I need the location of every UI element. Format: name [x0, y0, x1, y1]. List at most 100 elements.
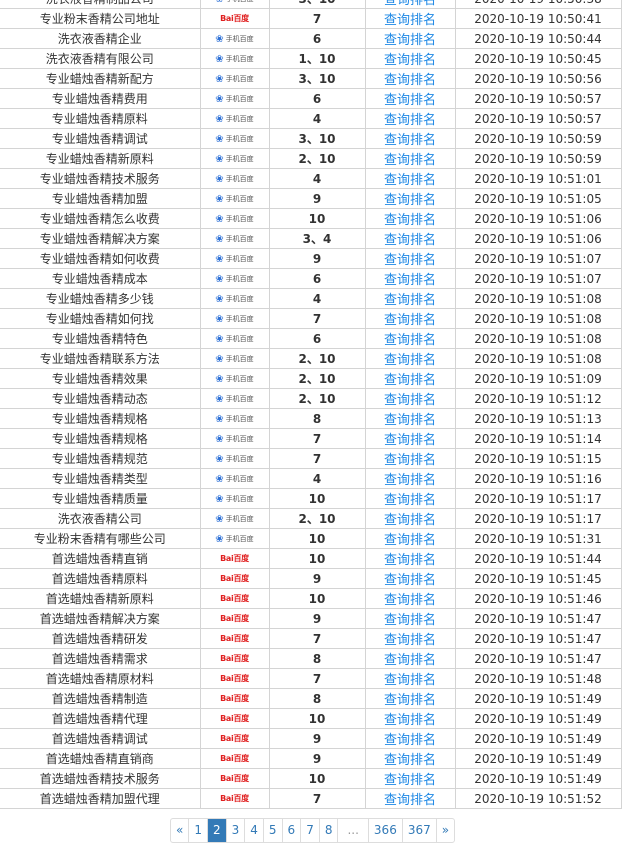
- query-rank-link[interactable]: 查询排名: [383, 593, 436, 608]
- pagination-ellipsis: ...: [337, 819, 367, 842]
- query-rank-link[interactable]: 查询排名: [383, 673, 436, 688]
- query-rank-cell: 查询排名: [364, 688, 456, 709]
- time-cell: 2020-10-19 10:51:13: [454, 408, 622, 429]
- engine-cell: Bai百度: [199, 708, 270, 729]
- table-row: 专业蜡烛香精原料 ❀ 手机百度 4 查询排名 2020-10-19 10:50:57: [0, 108, 622, 129]
- page-button[interactable]: 4: [244, 819, 263, 842]
- page-button[interactable]: 367: [401, 819, 436, 842]
- rank-cell: 6: [268, 28, 366, 49]
- time-cell: 2020-10-19 10:51:17: [454, 488, 622, 509]
- query-rank-link[interactable]: 查询排名: [383, 513, 436, 528]
- paw-icon: ❀: [215, 353, 224, 365]
- time-cell: 2020-10-19 10:51:17: [454, 508, 622, 529]
- paw-icon: ❀: [215, 473, 224, 485]
- page-button[interactable]: 3: [225, 819, 245, 842]
- engine-cell: ❀手机百度: [199, 68, 270, 89]
- mobile-baidu-label: 手机百度: [225, 495, 254, 503]
- query-rank-link[interactable]: 查询排名: [383, 453, 436, 468]
- query-rank-link[interactable]: 查询排名: [383, 693, 436, 708]
- query-rank-link[interactable]: 查询排名: [383, 13, 436, 28]
- query-rank-link[interactable]: 查询排名: [383, 753, 436, 768]
- query-rank-link[interactable]: 查询排名: [383, 633, 436, 648]
- time-cell: 2020-10-19 10:51:14: [454, 428, 622, 449]
- rank-cell: 2、10: [268, 348, 366, 369]
- query-rank-link[interactable]: 查询排名: [383, 233, 436, 248]
- mobile-baidu-logo-icon: ❀手机百度: [215, 534, 253, 545]
- table-row: 洗衣液香精企业 ❀ 手机百度 6 查询排名 2020-10-19 10:50:44: [0, 28, 622, 49]
- baidu-logo-icon: Bai百度: [220, 694, 249, 703]
- query-rank-link[interactable]: 查询排名: [383, 353, 436, 368]
- query-rank-link[interactable]: 查询排名: [383, 33, 436, 48]
- query-rank-link[interactable]: 查询排名: [383, 293, 436, 308]
- query-rank-link[interactable]: 查询排名: [383, 393, 436, 408]
- query-rank-link[interactable]: 查询排名: [383, 273, 436, 288]
- page-button[interactable]: 5: [262, 819, 282, 842]
- engine-cell: Bai百度: [199, 608, 270, 629]
- query-rank-link[interactable]: 查询排名: [383, 113, 436, 128]
- query-rank-cell: 查询排名: [364, 188, 456, 209]
- query-rank-link[interactable]: 查询排名: [383, 413, 436, 428]
- query-rank-link[interactable]: 查询排名: [383, 653, 436, 668]
- query-rank-link[interactable]: 查询排名: [383, 193, 436, 208]
- page-button[interactable]: 366: [367, 819, 402, 842]
- query-rank-cell: 查询排名: [364, 648, 456, 669]
- rank-cell: 7: [268, 668, 366, 689]
- engine-cell: ❀手机百度: [199, 368, 270, 389]
- query-rank-link[interactable]: 查询排名: [383, 333, 436, 348]
- query-rank-link[interactable]: 查询排名: [383, 733, 436, 748]
- table-row: 专业蜡烛香精成本 ❀ 手机百度 6 查询排名 2020-10-19 10:51:07: [0, 268, 622, 289]
- engine-cell: Bai百度: [199, 588, 270, 609]
- query-rank-link[interactable]: 查询排名: [383, 133, 436, 148]
- query-rank-link[interactable]: 查询排名: [383, 73, 436, 88]
- page-button[interactable]: 7: [300, 819, 319, 842]
- query-rank-link[interactable]: 查询排名: [383, 53, 436, 68]
- query-rank-link[interactable]: 查询排名: [383, 713, 436, 728]
- time-cell: 2020-10-19 10:51:08: [454, 308, 622, 329]
- query-rank-link[interactable]: 查询排名: [383, 173, 436, 188]
- next-page-button[interactable]: »: [435, 819, 454, 842]
- engine-cell: Bai百度: [199, 648, 270, 669]
- query-rank-link[interactable]: 查询排名: [383, 473, 436, 488]
- paw-icon: ❀: [215, 493, 224, 505]
- page-button[interactable]: 1: [188, 819, 207, 842]
- query-rank-cell: 查询排名: [364, 288, 456, 309]
- page-button[interactable]: 2: [206, 819, 226, 842]
- rank-cell: 9: [268, 608, 366, 629]
- time-cell: 2020-10-19 10:51:49: [454, 728, 622, 749]
- query-rank-link[interactable]: 查询排名: [383, 553, 436, 568]
- rank-cell: 7: [268, 8, 366, 29]
- query-rank-link[interactable]: 查询排名: [383, 0, 436, 8]
- query-rank-link[interactable]: 查询排名: [383, 793, 436, 808]
- query-rank-link[interactable]: 查询排名: [383, 253, 436, 268]
- page-button[interactable]: 8: [318, 819, 338, 842]
- query-rank-link[interactable]: 查询排名: [383, 773, 436, 788]
- paw-icon: ❀: [215, 73, 224, 85]
- query-rank-cell: 查询排名: [364, 388, 456, 409]
- table-row: 首选蜡烛香精原料 Bai百度 9 查询排名 2020-10-19 10:51:45: [0, 568, 622, 589]
- query-rank-cell: 查询排名: [364, 68, 456, 89]
- query-rank-link[interactable]: 查询排名: [383, 213, 436, 228]
- query-rank-link[interactable]: 查询排名: [383, 573, 436, 588]
- time-cell: 2020-10-19 10:51:48: [454, 668, 622, 689]
- prev-page-button[interactable]: «: [176, 823, 184, 837]
- engine-cell: ❀手机百度: [199, 268, 270, 289]
- query-rank-link[interactable]: 查询排名: [383, 313, 436, 328]
- time-cell: 2020-10-19 10:51:47: [454, 648, 622, 669]
- baidu-logo-icon: Bai百度: [220, 794, 249, 803]
- engine-cell: ❀手机百度: [199, 408, 270, 429]
- query-rank-link[interactable]: 查询排名: [383, 613, 436, 628]
- baidu-logo-icon: Bai百度: [220, 714, 249, 723]
- page-button[interactable]: 6: [281, 819, 301, 842]
- table-row: 专业蜡烛香精加盟 ❀ 手机百度 9 查询排名 2020-10-19 10:51:05: [0, 188, 622, 209]
- time-cell: 2020-10-19 10:51:47: [454, 628, 622, 649]
- query-rank-link[interactable]: 查询排名: [383, 493, 436, 508]
- query-rank-link[interactable]: 查询排名: [383, 533, 436, 548]
- query-rank-link[interactable]: 查询排名: [383, 93, 436, 108]
- query-rank-link[interactable]: 查询排名: [383, 433, 436, 448]
- rank-cell: 9: [268, 728, 366, 749]
- query-rank-link[interactable]: 查询排名: [383, 373, 436, 388]
- rank-cell: 9: [268, 568, 366, 589]
- query-rank-link[interactable]: 查询排名: [383, 153, 436, 168]
- engine-cell: ❀手机百度: [199, 308, 270, 329]
- keyword-cell: 专业蜡烛香精调试: [0, 128, 201, 149]
